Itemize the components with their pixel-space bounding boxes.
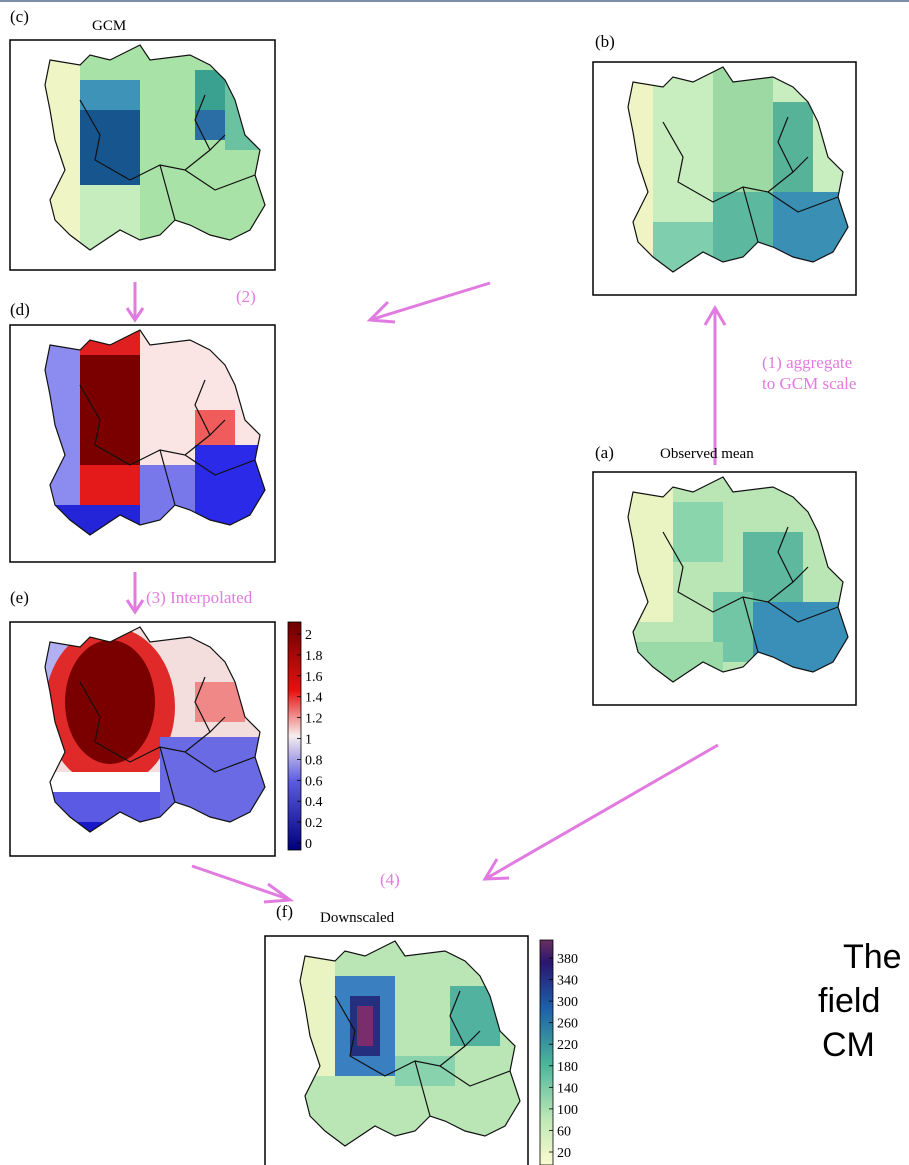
colorbar-label: 1.8 — [305, 649, 323, 664]
panel-title: Downscaled — [320, 910, 395, 926]
colorbar-label: 0.4 — [305, 795, 323, 810]
figure: (c) GCM (b) (2) — [0, 0, 909, 1165]
map-b — [593, 62, 858, 297]
panel-title: GCM — [92, 18, 126, 34]
colorbar-label: 2 — [305, 628, 312, 643]
arrow — [192, 866, 288, 899]
colorbar-label: 300 — [557, 995, 578, 1010]
colorbar-label: 260 — [557, 1017, 578, 1032]
step-label: to GCM scale — [762, 374, 856, 393]
arrow — [370, 283, 490, 320]
map-d — [10, 325, 275, 565]
colorbar — [288, 622, 301, 850]
arrow — [487, 745, 718, 878]
panel-label: (b) — [595, 32, 615, 51]
colorbar-label: 0.8 — [305, 753, 323, 768]
colorbar — [540, 940, 553, 1165]
colorbar-label: 380 — [557, 952, 578, 967]
colorbar-label: 1.6 — [305, 670, 323, 685]
panel-label: (a) — [595, 443, 614, 462]
step-label: (2) — [236, 287, 256, 306]
colorbar-label: 1.2 — [305, 712, 323, 727]
colorbar-label: 0.6 — [305, 774, 323, 789]
panel-label: (d) — [10, 300, 30, 319]
map-e — [10, 622, 275, 862]
side-text: CM — [822, 1026, 875, 1064]
map-f — [265, 936, 530, 1165]
map-c — [10, 40, 275, 270]
colorbar-label: 1 — [305, 733, 312, 748]
colorbar-label: 220 — [557, 1038, 578, 1053]
colorbar-label: 0 — [305, 837, 312, 852]
step-label: (1) aggregate — [762, 353, 852, 372]
colorbar-label: 140 — [557, 1081, 578, 1096]
step-label: (4) — [380, 870, 400, 889]
panel-label: (c) — [10, 7, 29, 26]
colorbar-label: 20 — [557, 1146, 571, 1161]
colorbar-label: 60 — [557, 1124, 571, 1139]
colorbar-label: 340 — [557, 974, 578, 989]
side-text: The — [843, 938, 902, 976]
map-a — [593, 472, 858, 707]
panel-label: (f) — [276, 902, 293, 921]
step-label: (3) Interpolated — [146, 588, 253, 607]
colorbar-label: 100 — [557, 1103, 578, 1118]
panel-label: (e) — [10, 588, 29, 607]
colorbar-label: 180 — [557, 1060, 578, 1075]
panel-title: Observed mean — [660, 446, 754, 462]
colorbar-label: 1.4 — [305, 691, 323, 706]
side-text: field — [818, 982, 880, 1020]
colorbar-label: 0.2 — [305, 816, 323, 831]
